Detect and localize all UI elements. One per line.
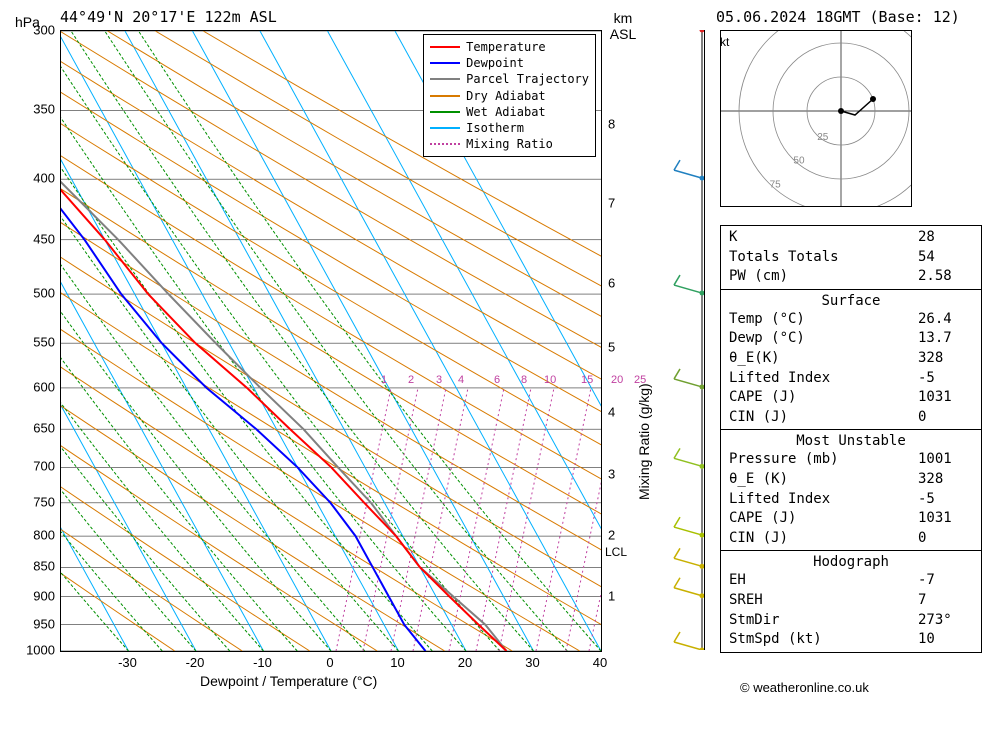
x-axis-label: Dewpoint / Temperature (°C): [200, 673, 377, 689]
indices-table: K28Totals Totals54PW (cm)2.58 SurfaceTem…: [720, 225, 982, 653]
legend-box: TemperatureDewpointParcel TrajectoryDry …: [423, 34, 596, 157]
chart-title: 44°49'N 20°17'E 122m ASL: [60, 8, 277, 26]
y-right-label: km ASL: [608, 10, 638, 42]
mixing-ratio-label: Mixing Ratio (g/kg): [636, 383, 652, 500]
skewt-diagram: 44°49'N 20°17'E 122m ASL hPa km ASL Dewp…: [0, 0, 1000, 733]
hodograph: 25 50 75: [720, 30, 912, 207]
wind-barb-column: [654, 30, 705, 650]
timestamp: 05.06.2024 18GMT (Base: 12): [716, 8, 960, 26]
unstable-header: Most Unstable: [721, 432, 981, 450]
svg-text:75: 75: [770, 179, 782, 190]
wind-barbs: [654, 30, 704, 650]
chart-plot-area: TemperatureDewpointParcel TrajectoryDry …: [60, 30, 602, 652]
copyright: © weatheronline.co.uk: [740, 680, 869, 695]
svg-text:25: 25: [817, 132, 829, 143]
hodo-header: Hodograph: [721, 553, 981, 571]
hodo-units: kt: [720, 35, 729, 49]
surface-header: Surface: [721, 292, 981, 310]
svg-text:50: 50: [793, 156, 805, 167]
hodo-plot: 25 50 75: [721, 31, 911, 206]
lcl-marker: LCL: [605, 545, 627, 559]
